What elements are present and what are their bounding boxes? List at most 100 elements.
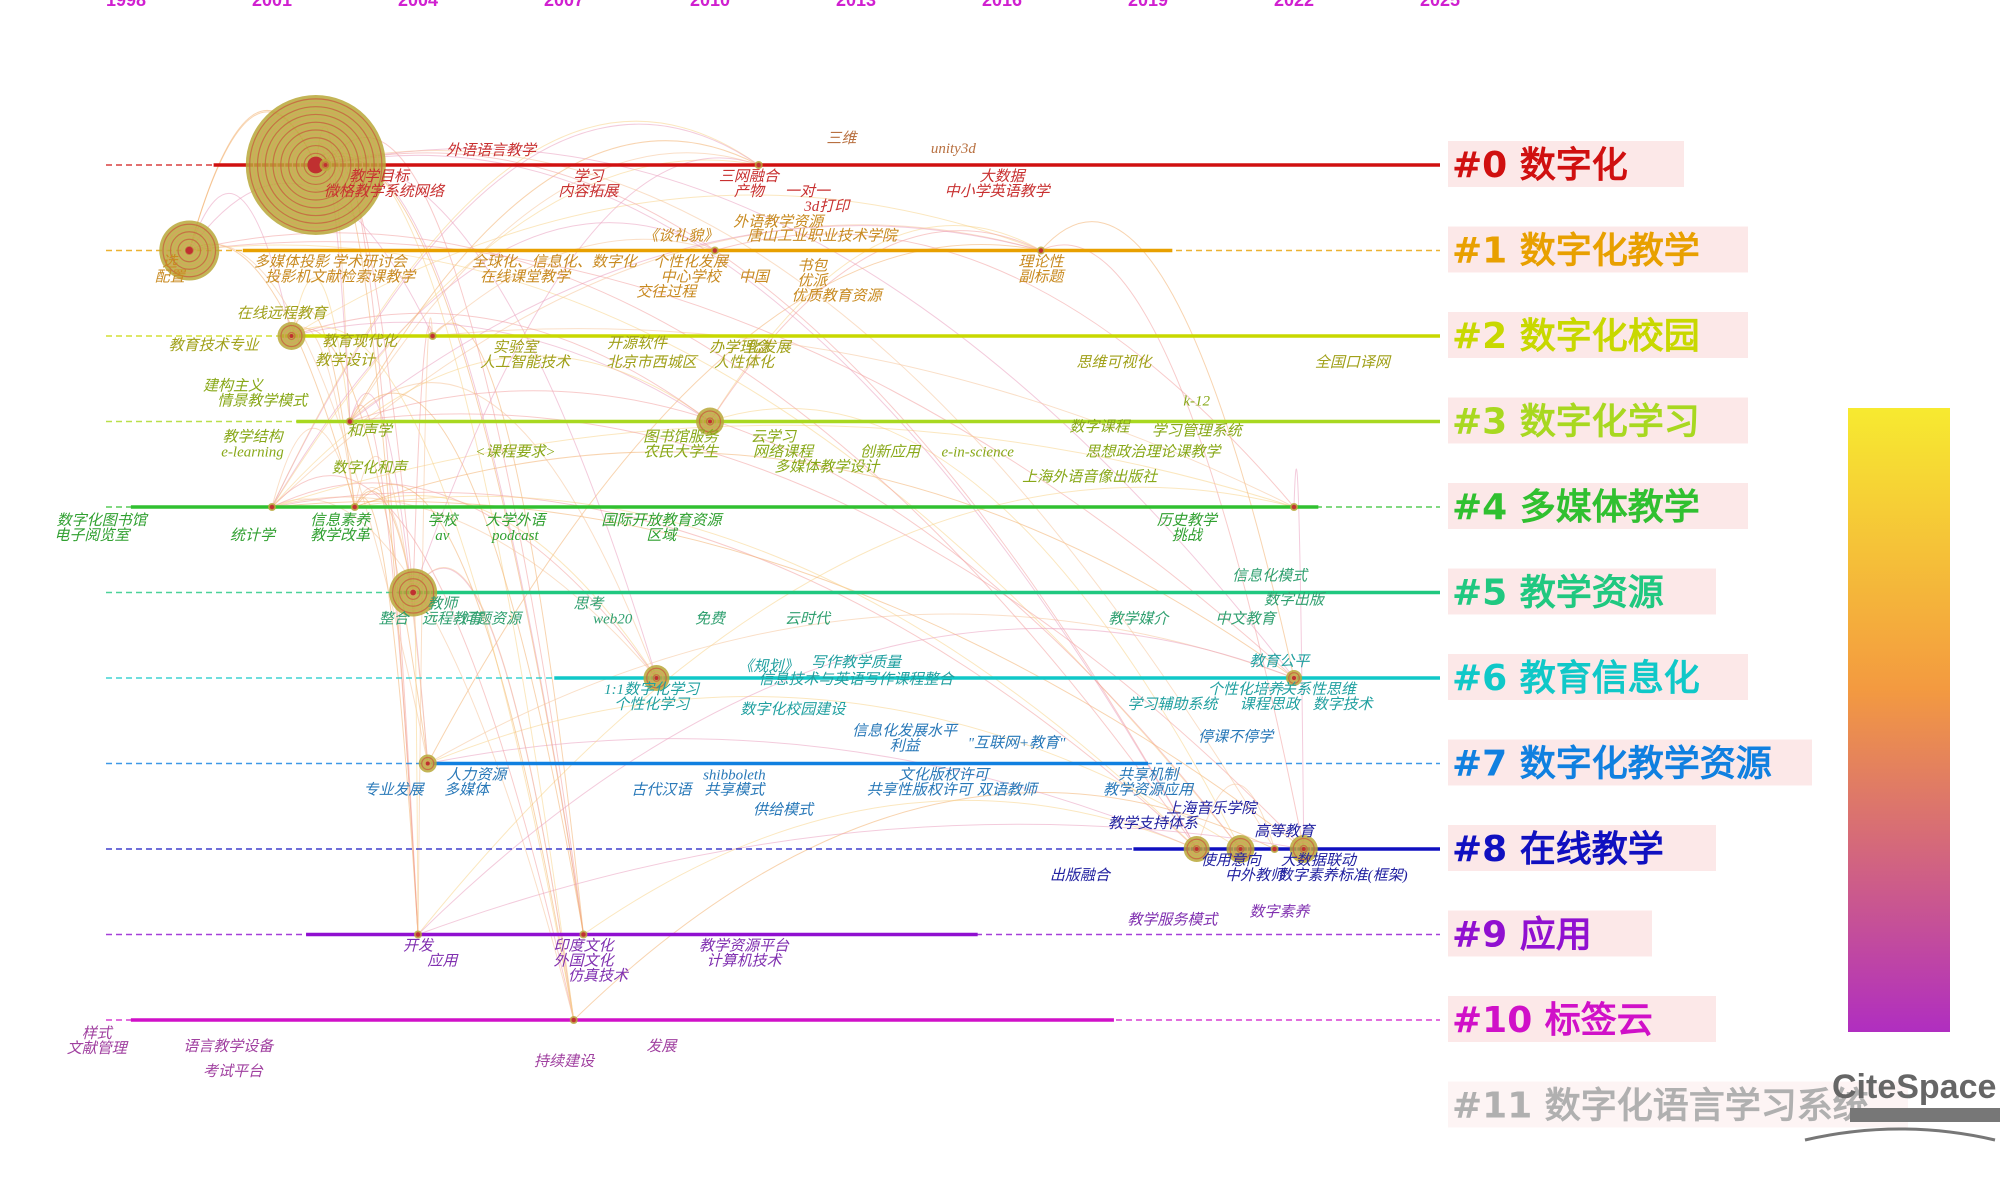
- cluster-label-background: [1448, 739, 1812, 786]
- keyword-label: 多媒体投影: [254, 254, 331, 271]
- keyword-label: 数字素养: [1249, 904, 1311, 921]
- cluster-label-background: [1448, 825, 1716, 871]
- keyword-node: [1226, 835, 1255, 863]
- node-core: [323, 163, 328, 167]
- keyword-node: [319, 159, 332, 171]
- node-ring: [280, 129, 352, 201]
- keyword-label: 在线课堂教学: [480, 269, 572, 286]
- keyword-label: 农民大学生: [643, 444, 719, 461]
- citespace-logo: CiteSpace: [1804, 1068, 2000, 1142]
- keyword-label: 优质教育资源: [792, 288, 885, 305]
- keyword-label: 计算机技术: [707, 953, 784, 970]
- keyword-label: 发展: [646, 1038, 678, 1055]
- citation-arc: [412, 157, 759, 593]
- citation-arc: [315, 150, 1275, 850]
- keyword-label: 教学目标: [349, 168, 411, 185]
- citation-arc: [349, 225, 1042, 422]
- keyword-label: 学习: [573, 168, 605, 185]
- keyword-label: 北京市西城区: [607, 354, 699, 371]
- keyword-label: 大数据: [979, 168, 1026, 185]
- cluster-label-text: #5 教学资源: [1452, 572, 1664, 614]
- node-ring: [698, 410, 722, 433]
- node-core: [1301, 847, 1306, 851]
- keyword-label: 课程思政: [1240, 696, 1302, 713]
- keyword-label: 个性化发展: [653, 254, 730, 271]
- keyword-label: 仿真技术: [568, 968, 630, 985]
- keyword-label: 内容拓展: [558, 183, 620, 200]
- node-ring: [162, 223, 217, 278]
- node-ring: [424, 759, 432, 768]
- citation-arc: [1196, 783, 1276, 850]
- year-tick-label: 1998: [106, 0, 146, 10]
- citation-arc: [290, 310, 356, 508]
- keyword-label: 共享性版权许可: [867, 782, 975, 799]
- keyword-node: [710, 246, 719, 255]
- keyword-label: 全球化、信息化、数字化: [472, 254, 639, 271]
- brand-swoosh: [1804, 1127, 1996, 1142]
- year-tick-label: 2013: [836, 0, 876, 10]
- keyword-label: 数字出版: [1264, 592, 1327, 609]
- keyword-label: 专业发展: [364, 782, 426, 799]
- citation-arc: [432, 322, 584, 935]
- keyword-label: 教学资源应用: [1103, 782, 1195, 799]
- keyword-label: 网络课程: [753, 444, 815, 461]
- keyword-label: 统计学: [230, 527, 277, 544]
- citation-arc: [325, 154, 1198, 850]
- keyword-label: 使用意向: [1201, 852, 1263, 869]
- keyword-label: 个性化培养: [1208, 681, 1285, 698]
- keyword-label: 中国: [739, 269, 771, 286]
- node-ring: [395, 574, 431, 611]
- keyword-label: 选: [162, 254, 179, 271]
- keyword-label: e-learning: [221, 445, 284, 461]
- node-core: [1194, 847, 1199, 851]
- cluster-label-text: #2 数字化校园: [1452, 316, 1700, 357]
- keyword-label: 中外教师: [1225, 867, 1288, 884]
- cluster-label-background: [1448, 483, 1748, 529]
- cluster-label-4: #4 多媒体教学: [1448, 483, 1748, 529]
- keyword-label: 一对一: [785, 183, 832, 200]
- keyword-label: 信息技术与英语写作课程整合: [758, 671, 955, 688]
- cluster-label-10: #10 标签云: [1448, 996, 1716, 1042]
- citation-arc: [189, 232, 1198, 850]
- citation-arc: [427, 738, 1197, 850]
- keyword-label: 样式: [82, 1025, 114, 1042]
- citation-arc: [290, 277, 351, 422]
- cluster-label-background: [1448, 568, 1716, 615]
- keyword-label: 云学习: [751, 429, 798, 446]
- keyword-label: 外语语言教学: [446, 142, 538, 159]
- citation-arc: [349, 404, 419, 935]
- keyword-label: 共享模式: [704, 782, 766, 799]
- citation-arc: [354, 451, 1295, 679]
- node-core: [756, 163, 761, 167]
- keyword-label: 问题资源: [461, 611, 524, 628]
- keyword-node: [1183, 836, 1210, 862]
- keyword-label: 三维: [826, 130, 858, 147]
- cluster-label-background: [1448, 312, 1748, 358]
- node-ring: [1232, 841, 1249, 857]
- keyword-label: 信息化发展水平: [852, 723, 959, 740]
- citation-arc: [417, 823, 1304, 935]
- keyword-label: 《规划》: [738, 658, 798, 675]
- keyword-label: 上海外语音像出版社: [1022, 469, 1159, 486]
- keyword-label: 共享机制: [1118, 767, 1181, 784]
- node-ring: [184, 246, 194, 255]
- keyword-label: 教学结构: [223, 429, 285, 446]
- node-core: [270, 505, 274, 509]
- keyword-label: 免费: [695, 611, 727, 628]
- keyword-node: [754, 161, 763, 169]
- keyword-node: [350, 503, 359, 511]
- keyword-label: 化发展: [746, 339, 793, 356]
- keyword-label: 思想政治理论课教学: [1085, 444, 1222, 461]
- citation-arc: [325, 148, 1295, 679]
- keyword-label: 个性化学习: [614, 696, 691, 713]
- keyword-label: 唐山工业职业技术学院: [747, 228, 899, 245]
- cluster-label-text: #3 数字化学习: [1452, 401, 1700, 443]
- citation-arc: [1293, 468, 1305, 850]
- keyword-label: 微格教学系统网络: [324, 183, 446, 200]
- node-core: [581, 932, 586, 937]
- keyword-label: 人工智能技术: [480, 354, 572, 371]
- citation-arc: [271, 123, 759, 508]
- keyword-label: 数字化和声: [332, 460, 409, 477]
- node-ring: [252, 102, 379, 228]
- node-ring: [321, 161, 330, 169]
